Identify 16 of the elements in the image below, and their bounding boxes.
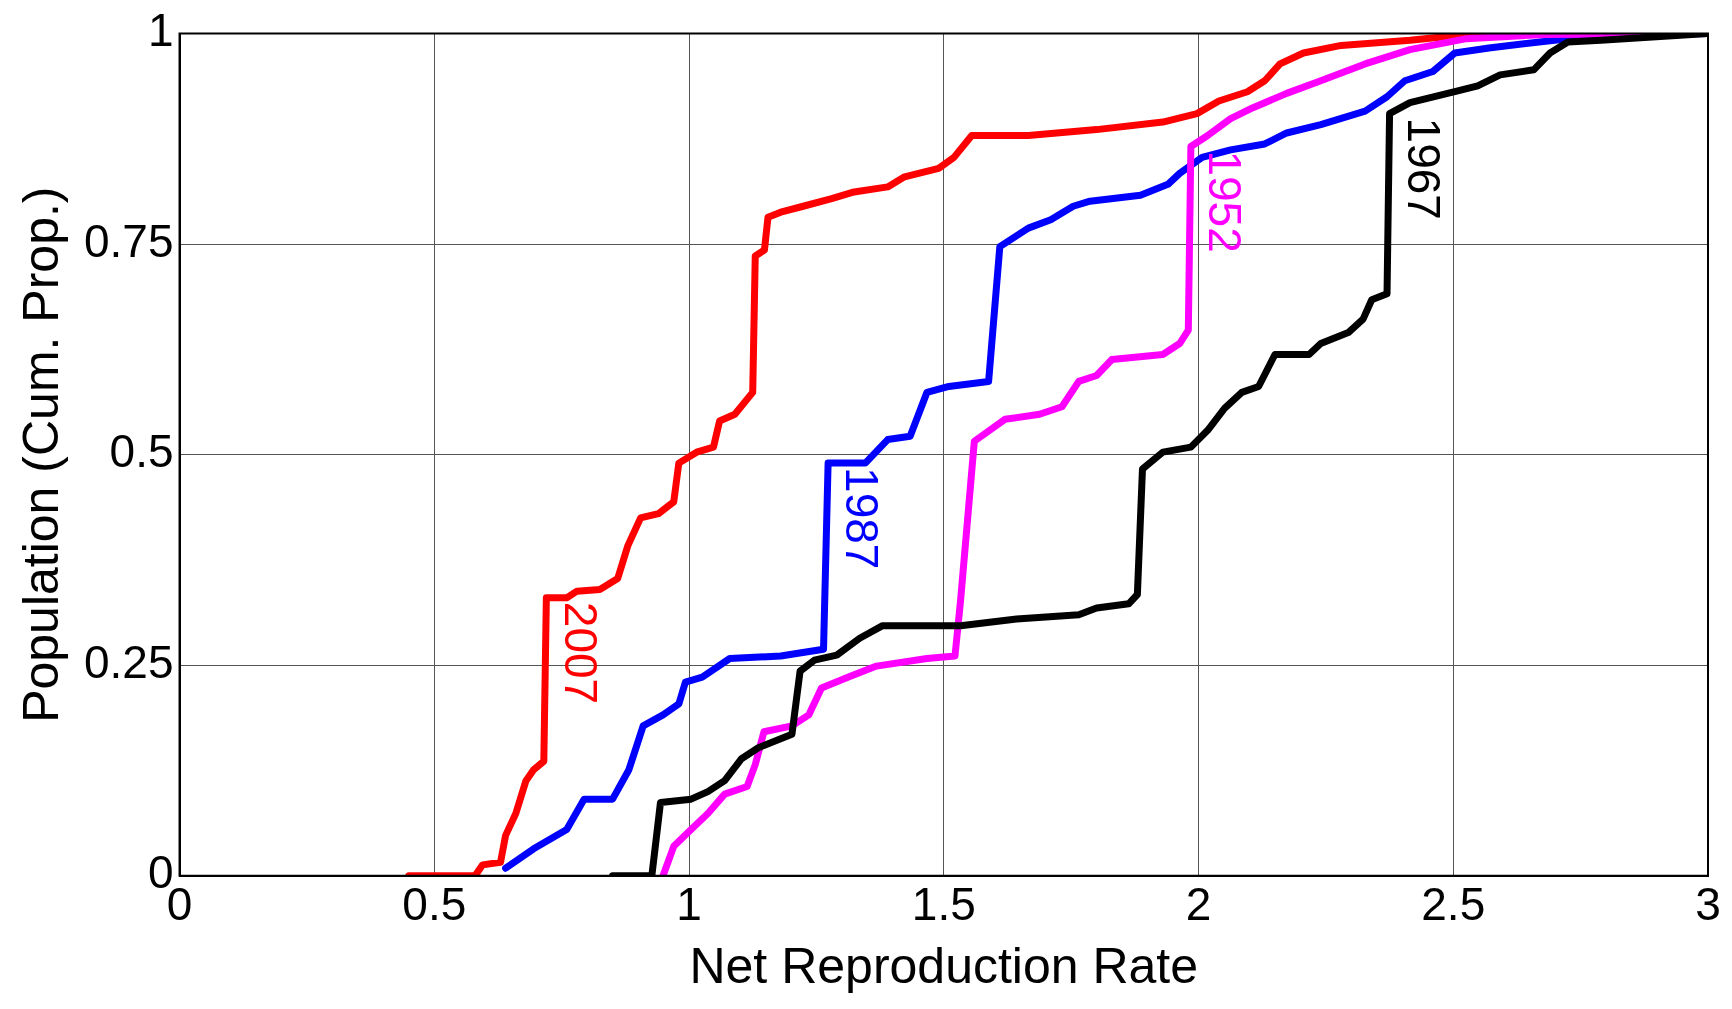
y-axis-title: Population (Cum. Prop.) [12,186,69,723]
x-tick-label: 2.5 [1421,878,1486,931]
text: 1987 [836,467,889,570]
x-axis-title: Net Reproduction Rate [689,937,1199,994]
x-tick-label: 2 [1185,878,1212,931]
y-tick-label: 0.75 [84,214,174,267]
y-tick-label: 0.5 [109,425,174,478]
x-tick-label: 1.5 [911,878,976,931]
y-tick-label: 1 [147,4,174,57]
text: 1952 [1199,150,1252,253]
x-tick-label: 1 [676,878,702,931]
x-tick-label: 3 [1695,878,1721,931]
text: 1967 [1397,117,1450,220]
x-tick-label: 0.5 [402,878,467,931]
y-tick-label: 0.25 [84,635,174,688]
text: 2007 [554,601,607,705]
